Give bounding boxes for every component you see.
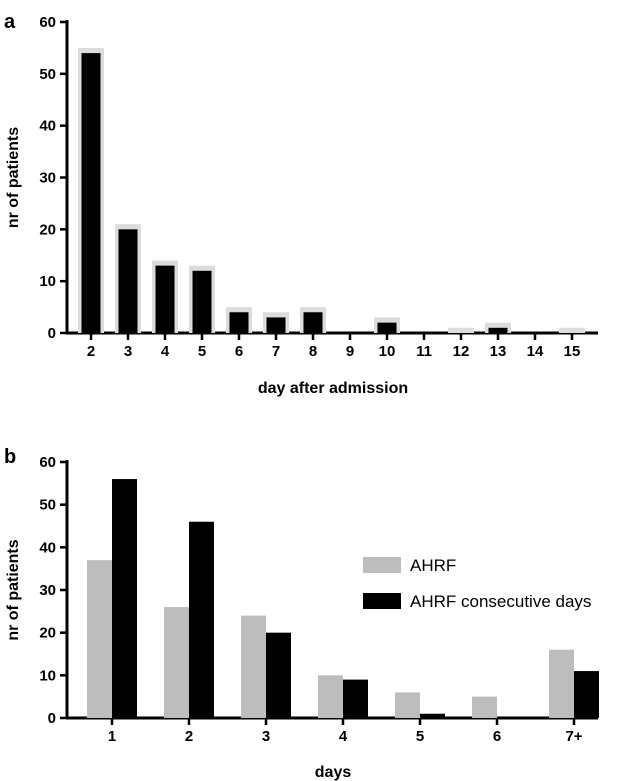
y-tick-label: 30: [39, 170, 56, 187]
panel-a-letter: a: [4, 11, 16, 33]
y-tick-label: 40: [39, 539, 56, 556]
bar: [81, 53, 101, 333]
x-tick-label: 5: [416, 728, 424, 745]
x-tick-label: 4: [339, 728, 348, 745]
bar: [164, 607, 189, 718]
bar: [118, 229, 138, 333]
x-tick-label: 1: [108, 728, 116, 745]
x-tick-label: 2: [185, 728, 193, 745]
chart-a: 0 10 20 30 40 50 60 2 3 4 5 6 7 8 9 10 11 12 13 14 15 day aft…: [5, 14, 598, 397]
bar: [241, 615, 266, 718]
bar: [343, 679, 368, 718]
x-tick-label: 9: [346, 343, 354, 360]
x-tick-label: 11: [416, 343, 432, 360]
bar: [303, 312, 323, 333]
bar: [448, 327, 474, 333]
x-tick-label: 15: [564, 343, 581, 360]
x-tick-label: 8: [309, 343, 317, 360]
bar: [192, 270, 212, 333]
y-tick-label: 30: [39, 582, 56, 599]
x-tick-label: 14: [527, 343, 544, 360]
bar: [395, 692, 420, 718]
x-tick-label: 3: [124, 343, 132, 360]
x-axis-title: day after admission: [258, 380, 408, 397]
bar: [229, 312, 249, 333]
x-tick-label: 13: [490, 343, 507, 360]
legend-swatch: [363, 593, 401, 609]
x-tick-label: 7: [272, 343, 280, 360]
bar: [155, 265, 175, 333]
y-axis-title: nr of patients: [5, 127, 22, 228]
y-tick-label: 60: [39, 14, 56, 31]
bar: [87, 560, 112, 718]
x-tick-label: 10: [379, 343, 396, 360]
chart-b: 0 10 20 30 40 50 60 1 2 3 4 5 6 7+ days nr of patients A…: [5, 454, 599, 781]
panel-b-letter: b: [4, 446, 16, 468]
x-tick-label: 5: [198, 343, 206, 360]
bar: [189, 521, 214, 718]
y-tick-label: 60: [39, 454, 56, 471]
bar: [488, 327, 508, 333]
y-tick-label: 10: [39, 667, 56, 684]
bar: [420, 713, 445, 718]
bar: [266, 632, 291, 718]
bar: [549, 649, 574, 718]
x-tick-label: 6: [235, 343, 243, 360]
x-axis-title: days: [315, 764, 352, 781]
y-tick-label: 10: [39, 273, 56, 290]
y-tick-label: 40: [39, 118, 56, 135]
x-tick-label: 6: [493, 728, 501, 745]
y-tick-label: 0: [48, 710, 56, 727]
y-tick-label: 50: [39, 497, 56, 514]
y-tick-label: 0: [48, 325, 56, 342]
x-tick-label: 3: [262, 728, 270, 745]
bar: [559, 327, 585, 333]
bar: [574, 671, 599, 718]
x-tick-label: 4: [161, 343, 170, 360]
legend-label: AHRF: [410, 556, 456, 575]
y-tick-label: 20: [39, 625, 56, 642]
legend-label: AHRF consecutive days: [410, 592, 591, 611]
x-tick-label: 12: [453, 343, 470, 360]
bar: [377, 322, 397, 333]
y-tick-label: 50: [39, 66, 56, 83]
bar: [318, 675, 343, 718]
bar: [485, 322, 511, 333]
y-axis-title: nr of patients: [5, 539, 22, 640]
bar: [266, 317, 286, 333]
x-tick-label: 7+: [565, 728, 582, 745]
bar: [472, 696, 497, 718]
legend-swatch: [363, 557, 401, 573]
x-tick-label: 2: [87, 343, 95, 360]
y-tick-label: 20: [39, 221, 56, 238]
bar: [112, 479, 137, 718]
